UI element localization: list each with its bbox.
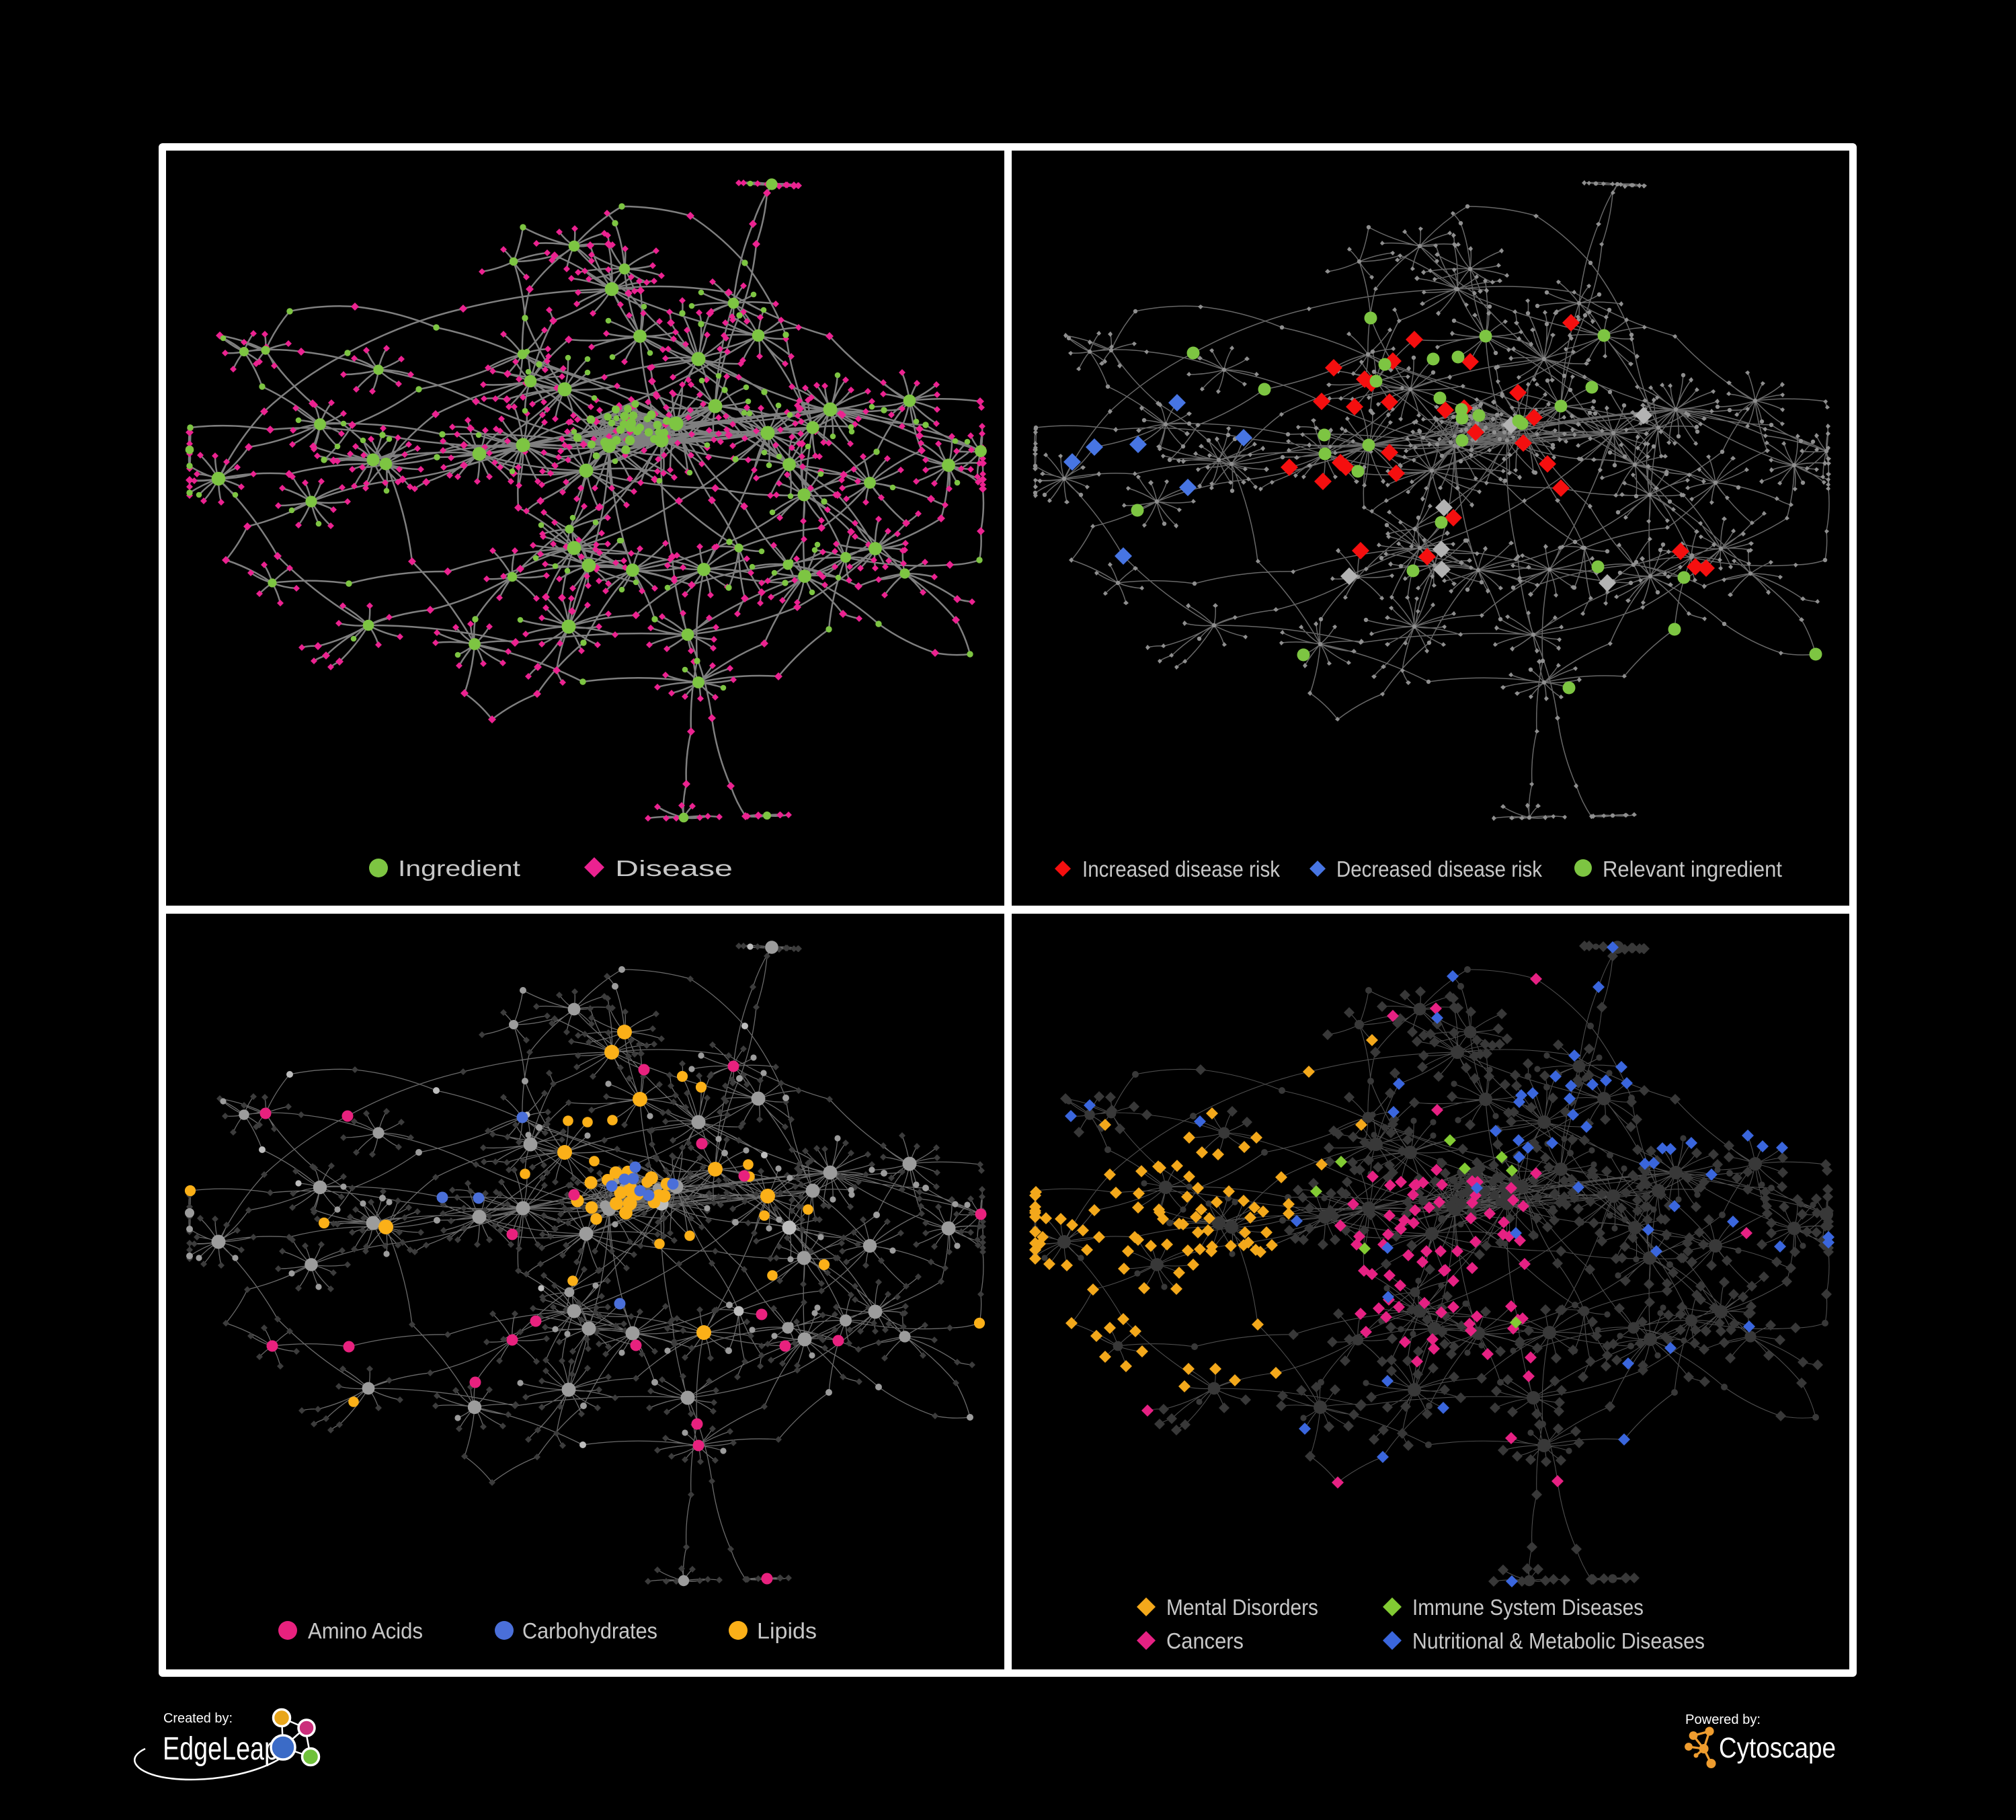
svg-text:Cancers: Cancers [1166, 1628, 1244, 1653]
svg-text:Carbohydrates: Carbohydrates [522, 1618, 657, 1643]
svg-text:Ingredient: Ingredient [398, 856, 520, 881]
svg-text:Increased disease risk: Increased disease risk [1082, 857, 1280, 881]
svg-text:Lipids: Lipids [757, 1618, 817, 1643]
svg-text:EdgeLeap: EdgeLeap [163, 1731, 278, 1767]
svg-text:Relevant ingredient: Relevant ingredient [1603, 857, 1782, 881]
svg-text:Mental Disorders: Mental Disorders [1166, 1595, 1318, 1620]
svg-text:Decreased disease risk: Decreased disease risk [1336, 857, 1542, 881]
svg-text:Nutritional & Metabolic Diseas: Nutritional & Metabolic Diseases [1412, 1628, 1705, 1653]
svg-text:Amino Acids: Amino Acids [308, 1618, 423, 1643]
svg-text:Created by:: Created by: [163, 1711, 233, 1726]
svg-text:Cytoscape: Cytoscape [1719, 1732, 1836, 1764]
svg-text:Disease: Disease [615, 856, 733, 881]
svg-text:Immune System Diseases: Immune System Diseases [1412, 1595, 1644, 1620]
svg-text:Powered by:: Powered by: [1685, 1712, 1761, 1727]
